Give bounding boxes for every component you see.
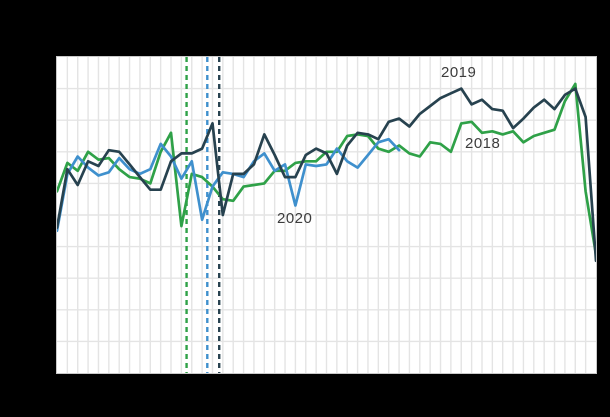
series-label-2018: 2018 (465, 135, 501, 152)
series-line-2020 (57, 137, 401, 233)
plot-area: 2019 2018 2020 (56, 56, 597, 374)
series-label-2019: 2019 (441, 64, 477, 81)
series-label-2020: 2020 (277, 210, 313, 227)
series-line-2018 (57, 82, 596, 256)
series-line-2019 (57, 87, 596, 263)
line-chart (57, 57, 596, 373)
